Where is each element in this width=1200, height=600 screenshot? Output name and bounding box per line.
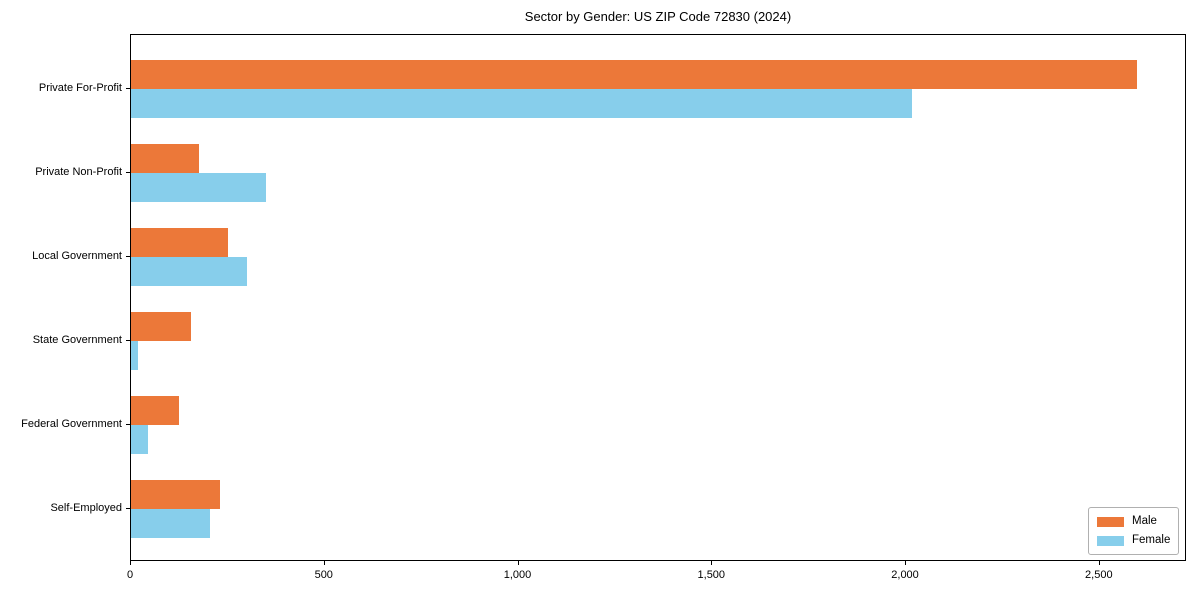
legend-entry-male: Male [1097, 515, 1170, 528]
bar-female-self-employed [131, 509, 211, 538]
legend-swatch-male [1097, 516, 1124, 527]
x-tick-mark [130, 561, 131, 565]
y-tick-mark [126, 508, 130, 509]
legend-label-male: Male [1132, 515, 1157, 527]
x-tick-label-1500: 1,500 [697, 569, 726, 581]
x-tick-label-0: 0 [126, 569, 134, 581]
y-tick-mark [126, 88, 130, 89]
x-tick-mark [323, 561, 325, 565]
x-tick-mark [905, 561, 907, 565]
x-tick-label-500: 500 [314, 569, 333, 581]
x-tick-mark [711, 561, 713, 565]
y-tick-mark [126, 340, 130, 341]
y-tick-label-state-government: State Government [32, 334, 122, 346]
legend-label-female: Female [1132, 534, 1171, 546]
y-tick-mark [126, 256, 130, 257]
legend: Male Female [1088, 507, 1179, 555]
bar-male-local-government [131, 228, 228, 257]
bar-female-private-for-profit [131, 89, 913, 118]
bar-female-state-government [131, 341, 138, 370]
x-tick-mark [1098, 561, 1100, 565]
bar-male-federal-government [131, 396, 180, 425]
bar-male-state-government [131, 312, 191, 341]
y-tick-label-private-non-profit: Private Non-Profit [35, 166, 122, 178]
y-tick-label-federal-government: Federal Government [21, 418, 122, 430]
plot-area [130, 34, 1186, 561]
bar-female-federal-government [131, 425, 149, 454]
chart-title: Sector by Gender: US ZIP Code 72830 (202… [524, 9, 792, 24]
y-tick-mark [126, 424, 130, 425]
y-tick-mark [126, 172, 130, 173]
y-tick-label-private-for-profit: Private For-Profit [38, 82, 122, 94]
bar-male-self-employed [131, 480, 220, 509]
bar-female-private-non-profit [131, 173, 267, 202]
bar-male-private-non-profit [131, 144, 199, 173]
x-tick-mark [517, 561, 519, 565]
bar-female-local-government [131, 257, 248, 286]
x-tick-label-2000: 2,000 [891, 569, 919, 581]
x-tick-label-2500: 2,500 [1085, 569, 1113, 581]
x-tick-label-1000: 1,000 [503, 569, 532, 581]
bar-male-private-for-profit [131, 60, 1137, 89]
y-tick-label-self-employed: Self-Employed [50, 502, 122, 514]
legend-swatch-female [1097, 535, 1124, 546]
legend-entry-female: Female [1097, 534, 1170, 547]
y-tick-label-local-government: Local Government [32, 250, 122, 262]
